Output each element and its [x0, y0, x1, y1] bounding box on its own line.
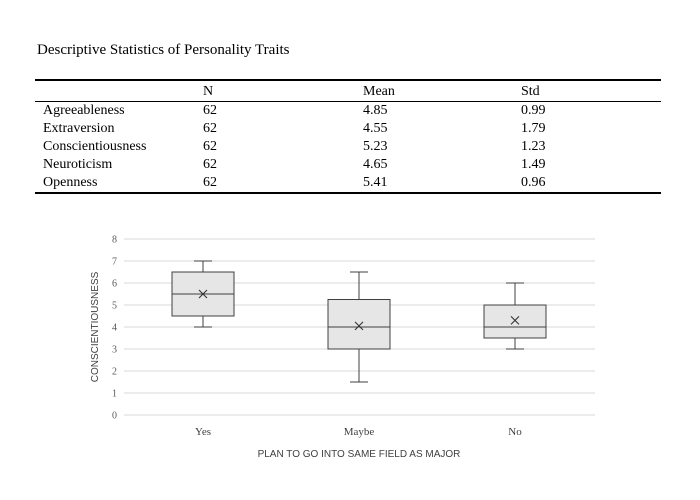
mean-value: 4.85 — [363, 103, 388, 118]
trait-name: Agreeableness — [43, 103, 125, 118]
trait-name: Neuroticism — [43, 157, 113, 172]
mean-value: 4.55 — [363, 121, 388, 136]
mean-value: 4.65 — [363, 157, 388, 172]
table-row: Neuroticism 62 4.65 1.49 — [35, 156, 661, 174]
box-yes — [171, 260, 235, 328]
std-value: 0.96 — [521, 174, 661, 194]
y-axis-ticks: 0 1 2 3 4 5 6 7 8 — [112, 235, 117, 422]
mean-marker — [354, 321, 364, 331]
table-header-row: N Mean Std — [35, 79, 661, 102]
y-tick-label: 6 — [112, 279, 117, 290]
std-value: 1.23 — [521, 139, 546, 154]
table-row: Extraversion 62 4.55 1.79 — [35, 120, 661, 138]
mean-marker — [198, 289, 208, 299]
y-tick-label: 5 — [112, 301, 117, 312]
category-labels: Yes Maybe No — [195, 426, 522, 438]
box-maybe — [327, 271, 391, 383]
y-tick-label: 8 — [112, 235, 117, 246]
x-category-label: No — [508, 426, 522, 438]
y-tick-label: 1 — [112, 389, 117, 400]
std-value: 0.99 — [521, 103, 546, 118]
x-axis-title: PLAN TO GO INTO SAME FIELD AS MAJOR — [258, 449, 461, 460]
header-cell: Std — [521, 79, 661, 102]
boxes — [171, 260, 547, 383]
y-axis-title: CONSCIENTIOUSNESS — [90, 271, 101, 382]
header-cell: N — [203, 79, 363, 102]
std-value: 1.49 — [521, 157, 546, 172]
y-tick-label: 0 — [112, 411, 117, 422]
std-value: 1.79 — [521, 121, 546, 136]
mean-marker — [510, 316, 520, 325]
box-no — [483, 282, 547, 350]
n-value: 62 — [203, 139, 217, 154]
n-value: 62 — [203, 103, 217, 118]
box-plot-chart: 0 1 2 3 4 5 6 7 8 Yes Maybe No PLAN TO GO INTO SAM… — [90, 235, 595, 460]
x-category-label: Yes — [195, 426, 211, 438]
n-value: 62 — [203, 157, 217, 172]
header-cell — [35, 79, 203, 102]
y-tick-label: 2 — [112, 367, 117, 378]
x-category-label: Maybe — [344, 426, 375, 438]
iqr-box — [483, 304, 547, 339]
statistics-table: N Mean Std Agreeableness 62 4.85 0.99 Ex… — [35, 79, 661, 194]
y-tick-label: 4 — [112, 323, 117, 334]
y-tick-label: 7 — [112, 257, 117, 268]
trait-name: Openness — [35, 174, 203, 194]
trait-name: Extraversion — [43, 121, 115, 136]
n-value: 62 — [203, 174, 363, 194]
n-value: 62 — [203, 121, 217, 136]
table-row: Conscientiousness 62 5.23 1.23 — [35, 138, 661, 156]
y-tick-label: 3 — [112, 345, 117, 356]
trait-name: Conscientiousness — [43, 139, 147, 154]
table-row: Agreeableness 62 4.85 0.99 — [35, 102, 661, 121]
mean-value: 5.41 — [363, 174, 521, 194]
mean-value: 5.23 — [363, 139, 388, 154]
document-title: Descriptive Statistics of Personality Tr… — [37, 42, 290, 58]
iqr-box — [327, 299, 391, 350]
header-cell: Mean — [363, 79, 521, 102]
table-row: Openness 62 5.41 0.96 — [35, 174, 661, 194]
